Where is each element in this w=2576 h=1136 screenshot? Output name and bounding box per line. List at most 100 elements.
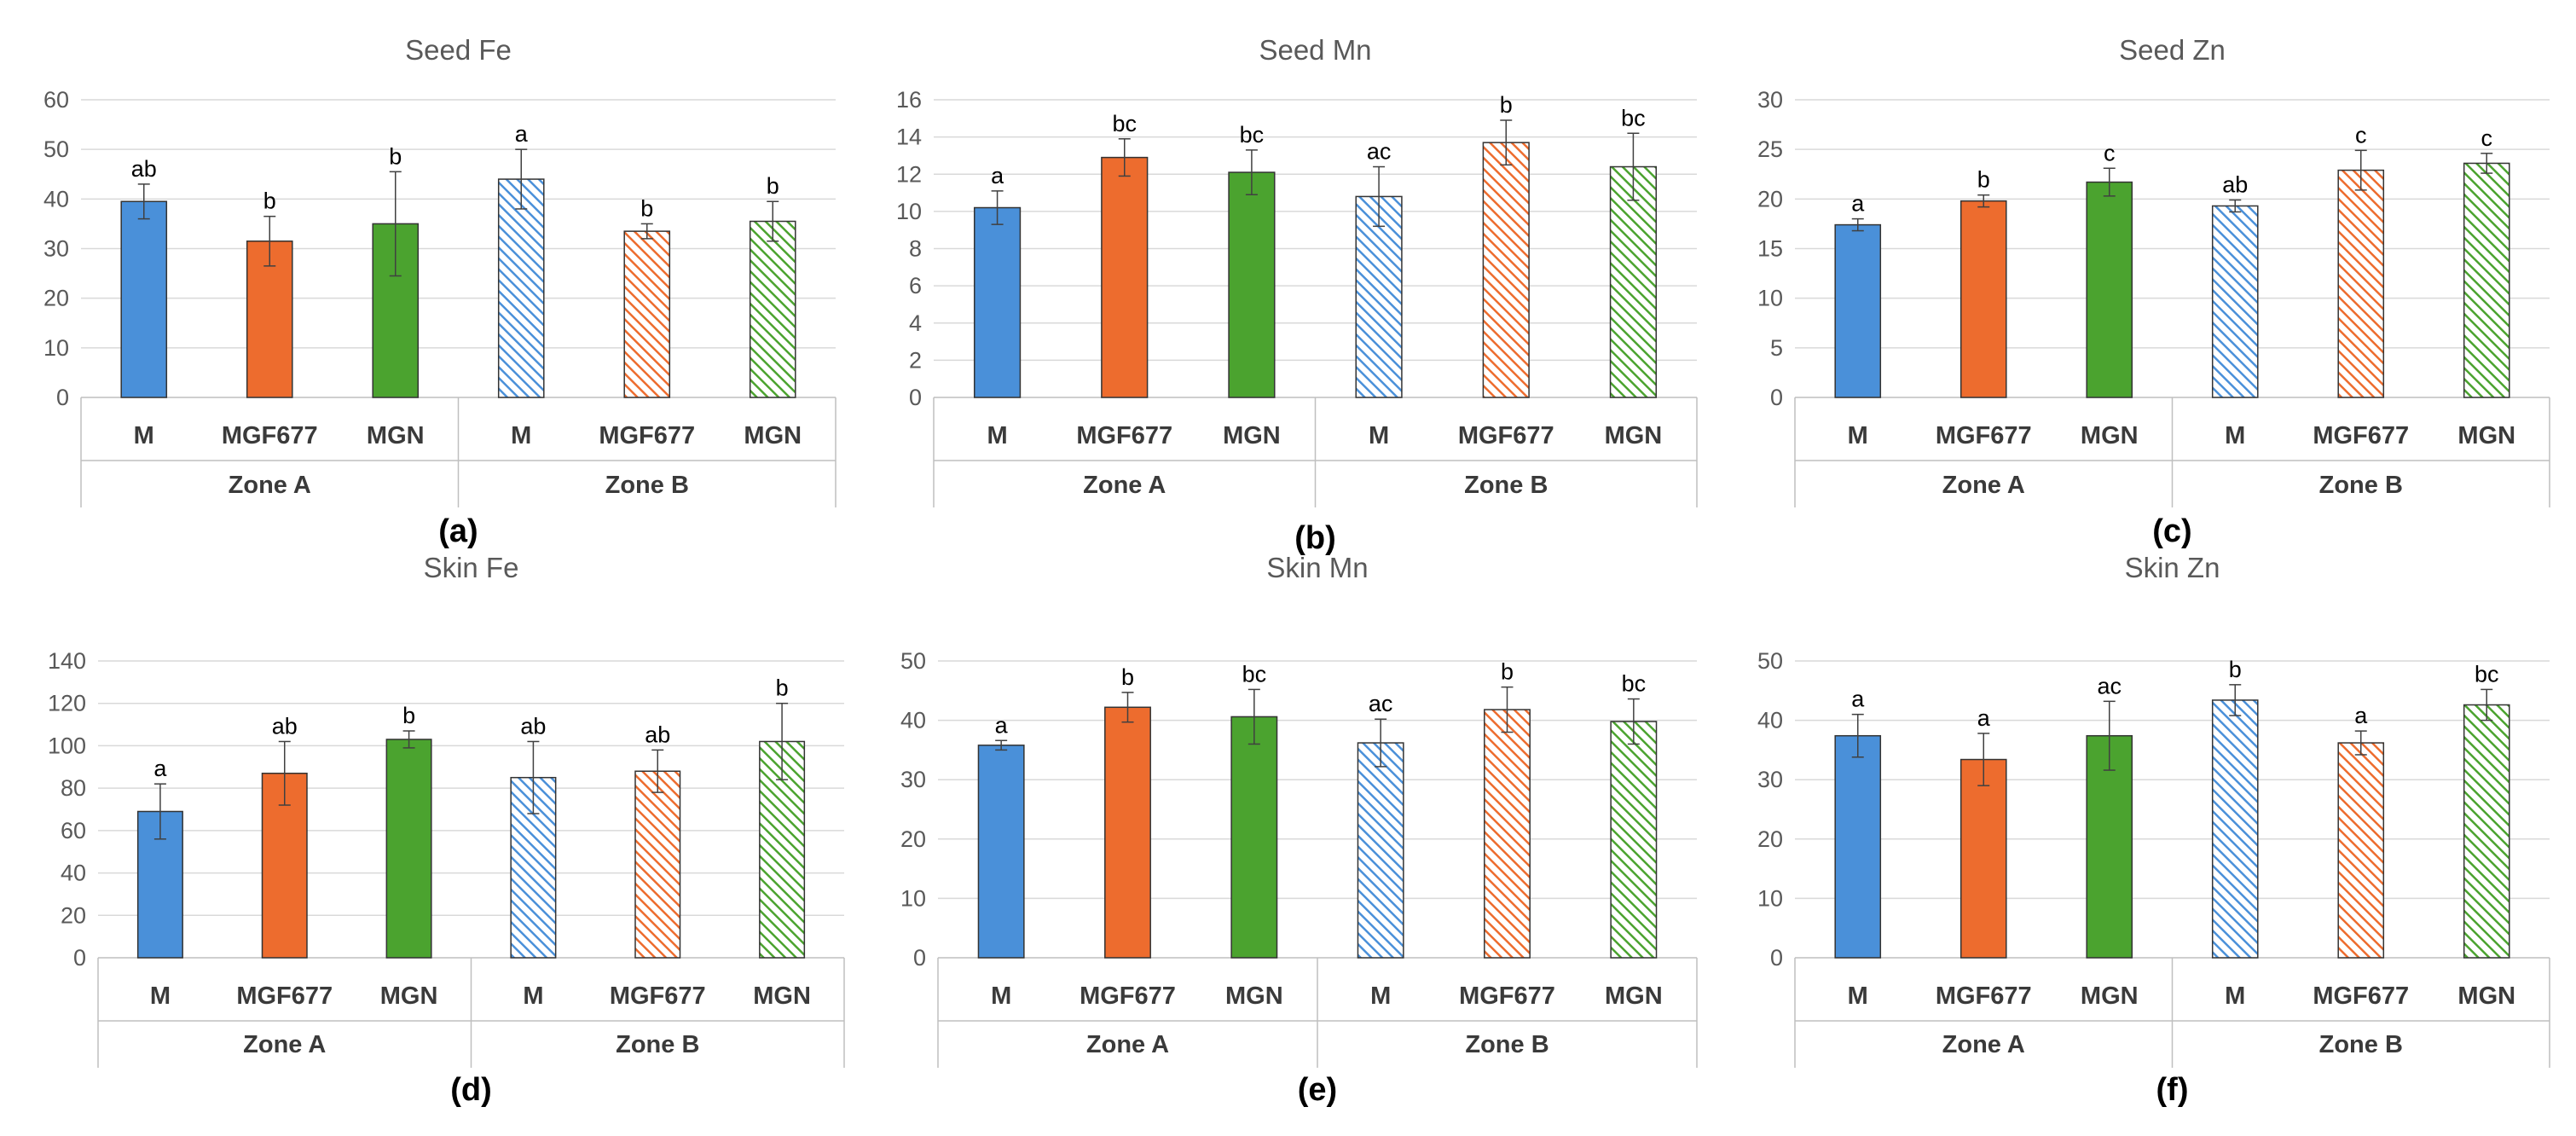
bar-mgf677-zone-b: [1484, 709, 1531, 959]
x-category-label: M: [511, 422, 531, 449]
x-category-label: MGN: [1605, 422, 1663, 449]
x-category-label: MGN: [2457, 982, 2515, 1010]
panel-label: (c): [2152, 513, 2191, 549]
zone-label: Zone A: [1086, 1031, 1169, 1058]
significance-letter: c: [2481, 125, 2493, 151]
x-category-label: MGN: [2081, 982, 2139, 1010]
bar-m-zone-a: [1834, 734, 1882, 959]
significance-letter: b: [1977, 167, 1990, 193]
chart-title: Skin Mn: [1266, 552, 1368, 583]
significance-letter: b: [1500, 92, 1513, 118]
x-category-label: M: [1369, 422, 1389, 449]
y-tick-label: 80: [61, 775, 86, 801]
y-tick-label: 10: [896, 199, 922, 224]
y-tick-label: 0: [1770, 945, 1783, 971]
bar-mgn-zone-a: [2086, 181, 2133, 398]
zone-label: Zone B: [1465, 1031, 1548, 1058]
bar-m-zone-b: [1357, 742, 1404, 959]
y-tick-label: 120: [48, 691, 86, 716]
x-category-label: MGN: [744, 422, 802, 449]
bar-mgn-zone-b: [749, 220, 796, 398]
significance-letter: bc: [1112, 111, 1137, 136]
y-tick-label: 15: [1757, 236, 1783, 262]
zone-label: Zone B: [2319, 1031, 2403, 1058]
x-category-label: MGF677: [236, 982, 333, 1010]
chart-panel-4: Skin Fe 0 20 40 60 80 100 120 140 a Mab MGF677 b MGN a…: [48, 552, 845, 1108]
bar-mgn-zone-b: [2463, 162, 2510, 398]
bar-mgf677-zone-b: [2337, 742, 2385, 959]
chart-title: Seed Mn: [1259, 34, 1371, 66]
x-category-label: MGF677: [1458, 422, 1554, 449]
bar-mgn-zone-b: [2463, 704, 2510, 959]
significance-letter: bc: [1621, 105, 1646, 130]
y-tick-label: 16: [896, 87, 922, 113]
significance-letter: a: [1977, 705, 1991, 731]
significance-letter: ab: [272, 713, 298, 739]
significance-letter: a: [1851, 687, 1865, 712]
significance-letter: b: [640, 195, 653, 221]
significance-letter: bc: [2475, 661, 2499, 687]
y-tick-label: 60: [61, 818, 86, 843]
y-tick-label: 0: [913, 945, 926, 971]
x-category-label: MGF677: [1076, 422, 1172, 449]
x-category-label: MGN: [2457, 422, 2515, 449]
significance-letter: b: [1121, 664, 1134, 690]
chart-panel-1: Seed Fe 0 10 20 30 40 50 60 ab Mb MGF677 b MGN a Mb MGF…: [43, 34, 836, 549]
chart-title: Seed Fe: [405, 34, 512, 66]
bar-m-zone-a: [120, 200, 168, 398]
x-category-label: M: [150, 982, 171, 1010]
y-tick-label: 20: [900, 826, 926, 852]
y-tick-label: 14: [896, 125, 922, 150]
panel-label: (d): [450, 1072, 492, 1108]
y-tick-label: 50: [1757, 648, 1783, 674]
y-tick-label: 4: [909, 310, 922, 336]
y-tick-label: 6: [909, 273, 922, 298]
x-category-label: MGF677: [1936, 982, 2032, 1010]
y-tick-label: 8: [909, 236, 922, 262]
significance-letter: ab: [2222, 171, 2248, 197]
x-category-label: M: [523, 982, 543, 1010]
significance-letter: a: [515, 121, 529, 147]
y-tick-label: 30: [43, 236, 69, 262]
bar-m-zone-b: [1355, 195, 1403, 398]
bar-mgf677-zone-b: [634, 770, 681, 959]
y-tick-label: 2: [909, 347, 922, 373]
bar-mgf677-zone-b: [2337, 169, 2385, 398]
y-tick-label: 40: [1757, 708, 1783, 733]
y-tick-label: 10: [1757, 286, 1783, 311]
x-category-label: MGF677: [1459, 982, 1555, 1010]
x-category-label: M: [1848, 422, 1868, 449]
bar-mgn-zone-b: [1609, 165, 1658, 398]
chart-title: Skin Fe: [424, 552, 519, 583]
x-category-label: MGN: [1223, 422, 1281, 449]
bar-mgn-zone-a: [1230, 716, 1278, 959]
significance-letter: ab: [520, 713, 546, 739]
y-tick-label: 20: [61, 902, 86, 928]
bar-mgn-zone-a: [2086, 734, 2133, 959]
significance-letter: bc: [1240, 122, 1265, 148]
y-tick-label: 40: [61, 861, 86, 886]
x-category-label: M: [1848, 982, 1868, 1010]
zone-label: Zone B: [1464, 472, 1548, 499]
bar-m-zone-a: [973, 206, 1022, 398]
y-tick-label: 50: [43, 136, 69, 162]
x-category-label: MGF677: [1936, 422, 2032, 449]
y-tick-label: 12: [896, 161, 922, 187]
x-category-label: M: [134, 422, 154, 449]
zone-label: Zone A: [1942, 1031, 2025, 1058]
significance-letter: a: [995, 712, 1009, 738]
y-tick-label: 20: [43, 286, 69, 311]
significance-letter: ac: [1369, 691, 1393, 716]
significance-letter: b: [402, 703, 415, 728]
bar-mgn-zone-b: [1610, 721, 1658, 959]
bar-m-zone-a: [977, 745, 1025, 959]
bar-mgf677-zone-b: [623, 230, 671, 398]
zone-label: Zone A: [243, 1031, 326, 1058]
y-tick-label: 60: [43, 87, 69, 113]
x-category-label: MGF677: [222, 422, 318, 449]
panel-label: (f): [2156, 1072, 2189, 1108]
bar-m-zone-a: [136, 810, 183, 959]
x-category-label: M: [991, 982, 1011, 1010]
significance-letter: b: [389, 143, 402, 169]
